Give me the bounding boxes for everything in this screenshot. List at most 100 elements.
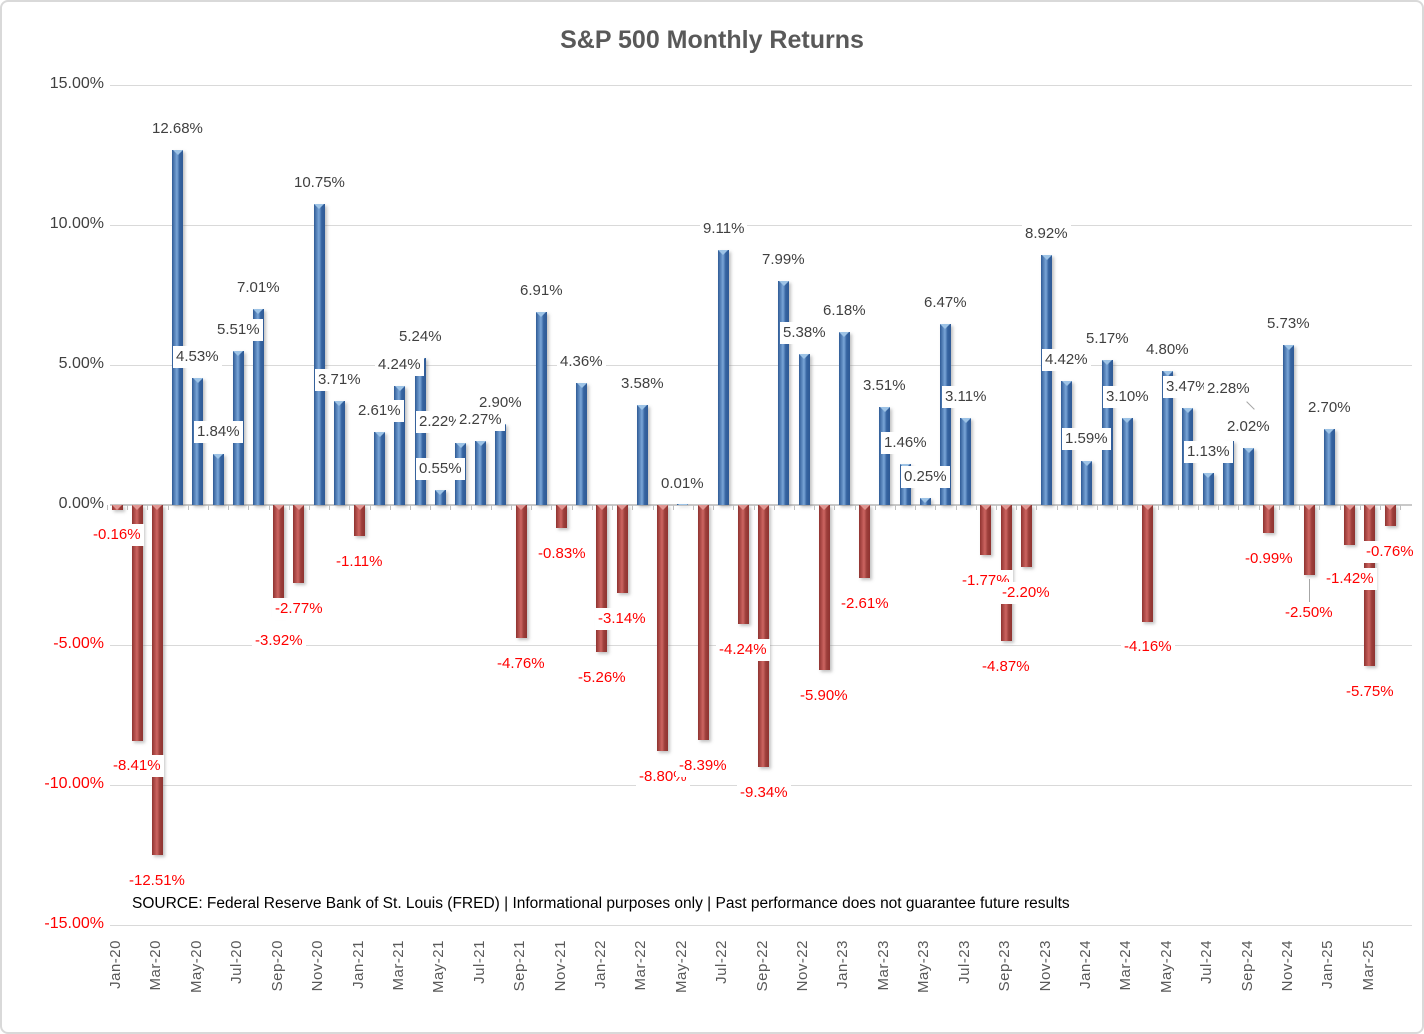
bar-value-label: 0.25% [901,466,950,488]
x-tick-label: Jan-24 [1076,940,1094,989]
bar-value-label: 4.53% [173,346,222,369]
bar-value-label: 8.92% [1022,223,1071,246]
gridline [110,85,1412,86]
bar-value-label: 4.36% [557,350,606,373]
axis-tick [591,505,593,510]
bar-value-label: 0.01% [658,472,707,495]
axis-tick [127,505,129,510]
x-tick-label: Mar-25 [1359,940,1377,991]
x-tick-label: Sep-23 [996,940,1014,992]
bar-Nov-24 [1283,344,1295,505]
bar-value-label: -8.41% [110,755,164,778]
bar-value-label: 5.17% [1083,328,1132,351]
bar-Mar-23 [879,406,891,505]
axis-tick [793,505,795,510]
bar-Sep-20 [273,505,285,615]
axis-tick [632,505,634,510]
bar-Feb-22 [616,505,628,593]
bar-May-21 [434,489,446,505]
leader-line [1246,401,1255,410]
axis-tick [753,505,755,510]
bar-Aug-21 [495,423,507,505]
x-tick-label: Sep-24 [1238,940,1256,992]
bar-value-label: 9.11% [700,217,748,240]
x-tick-label: Sep-20 [268,940,286,992]
bar-value-label: -5.90% [797,685,851,708]
bar-value-label: -2.61% [838,593,892,616]
x-tick-label: Mar-23 [874,940,892,991]
bar-value-label: 1.13% [1184,441,1233,464]
bar-value-label: -2.20% [999,581,1053,604]
bar-value-label: 2.02% [1224,416,1273,439]
bar-value-label: 12.68% [149,117,206,140]
axis-tick [834,505,836,510]
axis-tick [1157,505,1159,510]
axis-tick [349,505,351,510]
axis-tick [329,505,331,510]
bar-value-label: 2.70% [1305,397,1354,420]
x-tick-label: Jul-21 [470,940,488,984]
bar-value-label: -0.76% [1363,541,1417,564]
axis-tick [1400,505,1402,510]
x-tick-label: Mar-20 [147,940,165,991]
bar-value-label: 5.73% [1264,312,1313,335]
bar-value-label: 1.59% [1062,428,1111,451]
axis-tick [915,505,917,510]
bar-value-label: 7.99% [759,249,808,272]
bar-value-label: 6.18% [820,299,869,322]
bar-Jun-22 [697,505,709,740]
axis-tick [672,505,674,510]
axis-tick [1056,505,1058,510]
x-tick-label: Jul-24 [1198,940,1216,984]
y-tick-label: 15.00% [49,75,104,92]
bar-Dec-20 [333,401,345,505]
axis-tick [773,505,775,510]
axis-tick [288,505,290,510]
axis-tick [490,505,492,510]
x-tick-label: May-20 [187,940,205,994]
axis-tick [389,505,391,510]
axis-tick [1379,505,1381,510]
bar-value-label: 3.10% [1103,386,1152,409]
x-tick-label: Jul-22 [713,940,731,984]
x-tick-label: Jan-21 [349,940,367,989]
bar-value-label: 2.22% [416,410,465,433]
axis-tick [612,505,613,510]
bar-value-label: -8.39% [676,754,730,777]
axis-tick [1218,505,1220,510]
bar-Nov-21 [556,505,567,529]
bar-Aug-23 [980,505,992,555]
bar-value-label: -0.99% [1242,547,1296,570]
x-tick-label: Mar-22 [632,940,650,991]
axis-tick [1016,505,1018,510]
axis-tick [1238,505,1240,510]
x-tick-label: Jan-22 [591,940,609,989]
bar-value-label: 0.55% [416,457,465,480]
bar-Jan-21 [354,505,365,537]
bar-value-label: -2.77% [272,597,326,620]
axis-tick [1278,505,1280,510]
bar-Sep-24 [1243,448,1254,505]
bar-Oct-20 [293,505,305,583]
bar-value-label: 2.28% [1204,378,1253,401]
x-tick-label: Sep-22 [753,940,771,992]
axis-tick [874,505,876,510]
bar-Jul-24 [1202,473,1214,505]
bar-value-label: 5.24% [396,326,445,349]
bar-May-23 [919,498,931,505]
axis-tick [935,505,937,510]
bar-Nov-20 [313,204,325,505]
axis-tick [1359,505,1361,510]
axis-tick [1117,505,1119,510]
bar-value-label: -5.26% [575,667,629,690]
bar-Jul-21 [475,441,487,505]
x-tick-label: Mar-24 [1117,940,1135,991]
x-tick-label: Jul-20 [228,940,246,984]
bar-Feb-20 [131,505,143,741]
bar-Jul-22 [717,249,729,505]
leader-line [1309,579,1310,603]
axis-tick [733,505,735,510]
bar-value-label: 3.58% [618,372,667,395]
axis-tick [167,505,169,510]
